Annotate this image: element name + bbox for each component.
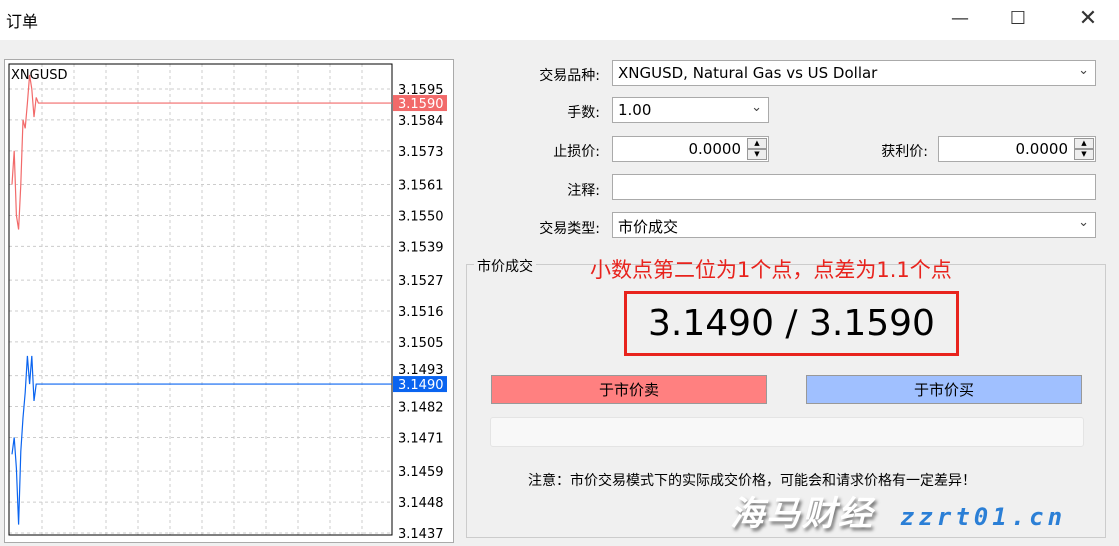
symbol-value: XNGUSD, Natural Gas vs US Dollar xyxy=(618,64,878,82)
type-select[interactable]: 市价成交 ⌄ xyxy=(612,212,1096,238)
price-tick-label: 3.1516 xyxy=(398,305,444,320)
ask-price-label: 3.1590 xyxy=(398,97,444,112)
price-tick-label: 3.1527 xyxy=(398,274,444,289)
status-bar xyxy=(490,417,1084,447)
type-label: 交易类型: xyxy=(539,221,600,237)
chevron-down-icon: ⌄ xyxy=(751,100,762,115)
watermark-url: zzrt01.cn xyxy=(900,503,1067,531)
notice-text: 注意：市价交易模式下的实际成交价格，可能会和请求价格有一定差异！ xyxy=(528,473,976,489)
market-group-title: 市价成交 xyxy=(474,256,536,276)
stop-loss-input[interactable]: 0.0000 ▲ ▼ xyxy=(612,136,769,162)
take-profit-label: 获利价: xyxy=(881,144,928,160)
close-icon[interactable]: ✕ xyxy=(1078,5,1098,31)
tick-chart: 3.1595 3.1584 3.1573 3.1561 3.1550 3.1539 3.15… xyxy=(4,59,454,543)
stop-loss-value: 0.0000 xyxy=(688,140,742,158)
bid-price-label-bg xyxy=(393,376,447,393)
chevron-down-icon: ⌄ xyxy=(1078,63,1089,78)
symbol-select[interactable]: XNGUSD, Natural Gas vs US Dollar ⌄ xyxy=(612,60,1096,86)
price-tick-label: 3.1561 xyxy=(398,179,444,194)
volume-label: 手数: xyxy=(567,105,600,121)
tick-chart-svg: 3.1595 3.1584 3.1573 3.1561 3.1550 3.1539 3.15… xyxy=(8,63,447,542)
volume-value: 1.00 xyxy=(618,101,652,119)
ask-price-label-bg xyxy=(393,95,447,112)
take-profit-stepper[interactable]: ▲ ▼ xyxy=(1074,138,1094,160)
quote-display: 3.1490 / 3.1590 xyxy=(624,291,959,356)
minimize-icon[interactable]: — xyxy=(951,7,969,29)
watermark-logo: 海马财经 xyxy=(730,494,874,534)
price-tick-label: 3.1584 xyxy=(398,114,444,129)
title-bar: 订单 — ☐ ✕ xyxy=(0,0,1119,40)
chevron-down-icon: ⌄ xyxy=(1078,215,1089,230)
price-tick-label: 3.1459 xyxy=(398,465,444,480)
stop-loss-label: 止损价: xyxy=(553,144,600,160)
price-tick-label: 3.1505 xyxy=(398,336,444,351)
price-tick-label: 3.1448 xyxy=(398,496,444,511)
bid-line xyxy=(11,355,392,525)
price-tick-label: 3.1595 xyxy=(398,83,444,98)
bid-price-label: 3.1490 xyxy=(398,378,444,393)
plot-frame xyxy=(8,63,393,536)
type-value: 市价成交 xyxy=(618,218,679,236)
price-tick-label: 3.1482 xyxy=(398,401,444,416)
stop-loss-stepper[interactable]: ▲ ▼ xyxy=(747,138,767,160)
symbol-label: XNGUSD xyxy=(11,68,67,83)
price-tick-label: 3.1493 xyxy=(398,363,444,378)
maximize-icon[interactable]: ☐ xyxy=(1009,7,1027,29)
comment-input[interactable] xyxy=(612,174,1096,200)
sell-button[interactable]: 于市价卖 xyxy=(491,375,767,404)
price-tick-label: 3.1471 xyxy=(398,431,444,446)
window-title: 订单 xyxy=(6,12,39,31)
symbol-label: 交易品种: xyxy=(539,68,600,84)
price-tick-label: 3.1437 xyxy=(398,527,444,542)
market-group xyxy=(466,264,1106,538)
ask-line xyxy=(11,74,392,230)
comment-label: 注释: xyxy=(567,183,600,199)
volume-select[interactable]: 1.00 ⌄ xyxy=(612,97,769,123)
price-tick-label: 3.1550 xyxy=(398,209,444,224)
take-profit-input[interactable]: 0.0000 ▲ ▼ xyxy=(938,136,1096,162)
annotation: 小数点第二位为1个点，点差为1.1个点 xyxy=(590,258,952,282)
buy-button[interactable]: 于市价买 xyxy=(806,375,1082,404)
price-tick-label: 3.1539 xyxy=(398,240,444,255)
take-profit-value: 0.0000 xyxy=(1015,140,1069,158)
price-tick-label: 3.1573 xyxy=(398,145,444,160)
